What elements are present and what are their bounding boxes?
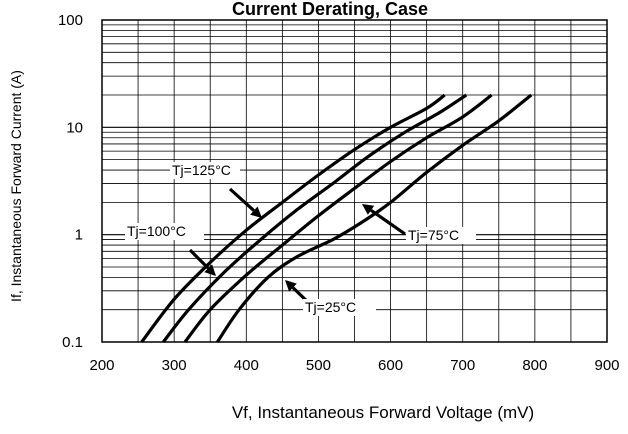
y-tick-label: 100 [58, 12, 83, 29]
annotation-label-bg [125, 223, 204, 240]
annotation-label-bg [170, 162, 240, 179]
y-tick-labels: 0.1 1 10 100 [58, 12, 83, 351]
x-tick-labels: 200 300 400 500 600 700 800 900 [89, 357, 619, 374]
y-tick-label: 0.1 [62, 334, 83, 351]
x-tick-label: 700 [450, 357, 475, 374]
y-tick-label: 1 [75, 227, 83, 244]
x-tick-label: 600 [378, 357, 403, 374]
annotation-label: Tj=125°C [172, 162, 231, 178]
x-tick-label: 300 [162, 357, 187, 374]
annotation-label-bg [303, 299, 376, 316]
x-tick-label: 900 [594, 357, 619, 374]
chart-title: Current Derating, Case [232, 0, 428, 19]
annotation-label: Tj=75°C [408, 227, 459, 243]
series-line-3 [216, 93, 533, 343]
series-line-2 [183, 93, 493, 343]
series-line-1 [162, 93, 468, 343]
annotation-arrow-shaft [188, 248, 210, 270]
annotation-arrow-head [362, 204, 375, 215]
annotation-label: Tj=25°C [305, 299, 356, 315]
annotation-arrow-head [204, 264, 216, 276]
x-tick-label: 400 [234, 357, 259, 374]
x-tick-label: 800 [522, 357, 547, 374]
series-group [140, 93, 533, 343]
annotations: Tj=125°C Tj=100°C Tj=75°C Tj=25°C [125, 162, 476, 316]
annotation-arrow-head [285, 280, 297, 292]
annotation-arrow-shaft [370, 208, 406, 236]
y-axis-label: If, Instantaneous Forward Current (A) [8, 70, 24, 302]
annotation-label-bg [406, 227, 476, 244]
x-tick-label: 500 [306, 357, 331, 374]
series-line-0 [140, 93, 446, 343]
grid [102, 20, 607, 342]
annotation-arrow-shaft [228, 187, 255, 212]
annotation-label: Tj=100°C [127, 223, 186, 239]
plot-frame [101, 19, 608, 343]
annotation-arrow-head [250, 206, 262, 218]
x-axis-label: Vf, Instantaneous Forward Voltage (mV) [232, 403, 534, 422]
x-tick-label: 200 [89, 357, 114, 374]
y-tick-label: 10 [66, 119, 83, 136]
